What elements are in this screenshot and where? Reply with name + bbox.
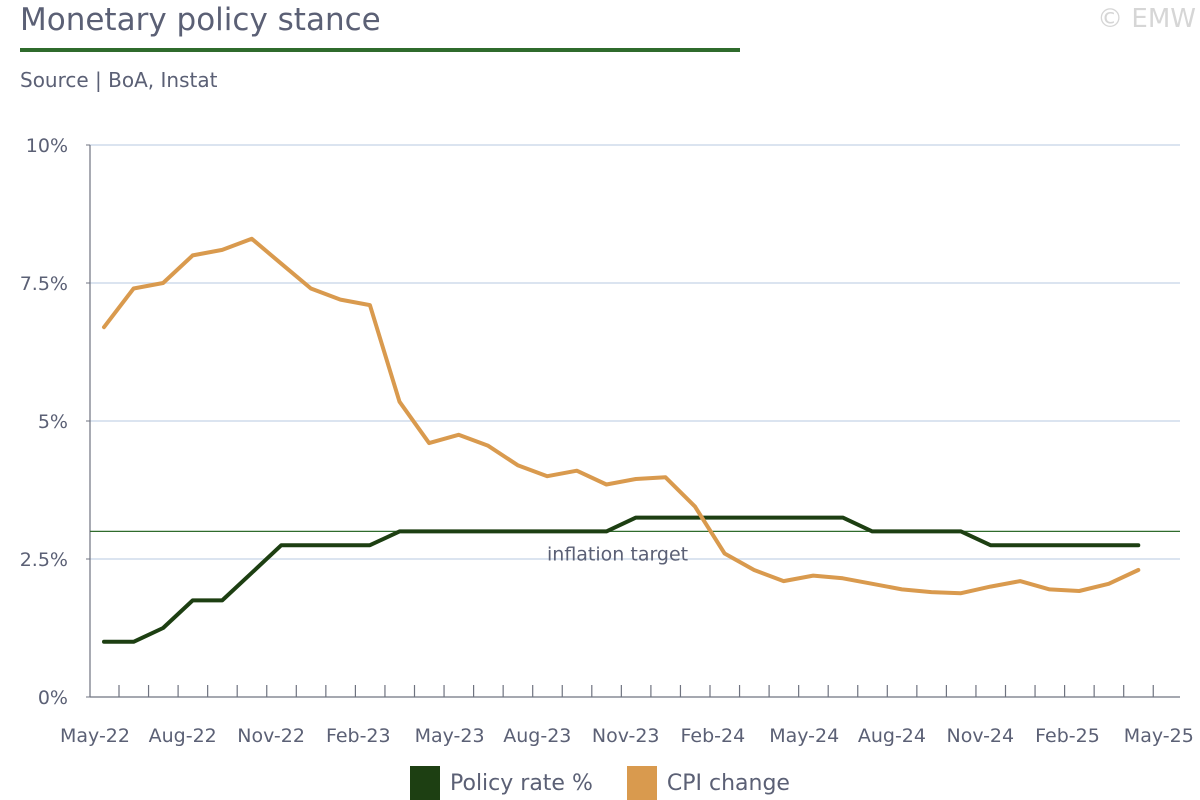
y-tick-label: 7.5% xyxy=(20,273,68,295)
y-axis-tick-labels: 0% 2.5% 5% 7.5% 10% xyxy=(20,135,90,709)
x-tick-label: Aug-22 xyxy=(149,725,217,747)
x-axis-tick-labels: May-22 Aug-22 Nov-22 Feb-23 May-23 Aug-23 Nov-… xyxy=(60,725,1194,747)
copyright-watermark: © EMW xyxy=(1097,4,1196,34)
x-tick-label: Aug-23 xyxy=(503,725,571,747)
inflation-target-line: inflation target xyxy=(90,530,1180,565)
legend-item-cpi-change: CPI change xyxy=(626,766,790,800)
x-tick-label: Nov-22 xyxy=(237,725,305,747)
y-tick-label: 0% xyxy=(38,687,68,709)
legend-swatch-cpi-change xyxy=(626,766,657,800)
legend: Policy rate % CPI change xyxy=(410,766,824,800)
chart-title: Monetary policy stance xyxy=(20,2,381,38)
x-axis-tick-marks xyxy=(118,685,1154,697)
title-underline xyxy=(20,48,740,52)
x-tick-label: May-25 xyxy=(1124,725,1194,747)
x-tick-label: Feb-25 xyxy=(1035,725,1100,747)
series-line-policy-rate xyxy=(102,515,1141,644)
y-tick-label: 2.5% xyxy=(20,549,68,571)
legend-item-policy-rate: Policy rate % xyxy=(410,766,593,800)
x-tick-label: Feb-23 xyxy=(326,725,391,747)
x-tick-label: May-22 xyxy=(60,725,130,747)
x-tick-label: May-24 xyxy=(769,725,839,747)
x-tick-label: Aug-24 xyxy=(858,725,926,747)
series-lines xyxy=(102,236,1141,644)
y-tick-label: 10% xyxy=(26,135,68,157)
legend-label-cpi-change: CPI change xyxy=(666,770,790,796)
x-tick-label: Nov-24 xyxy=(947,725,1015,747)
series-line-cpi-change xyxy=(102,236,1141,596)
y-tick-label: 5% xyxy=(38,411,68,433)
x-tick-label: Nov-23 xyxy=(592,725,660,747)
axes xyxy=(89,145,1180,698)
x-tick-label: Feb-24 xyxy=(681,725,746,747)
legend-swatch-policy-rate xyxy=(410,766,440,800)
legend-label-policy-rate: Policy rate % xyxy=(450,770,593,796)
chart-source: Source | BoA, Instat xyxy=(20,68,218,92)
x-tick-label: May-23 xyxy=(415,725,485,747)
reference-line-label: inflation target xyxy=(547,543,688,565)
grid-lines xyxy=(90,144,1180,560)
